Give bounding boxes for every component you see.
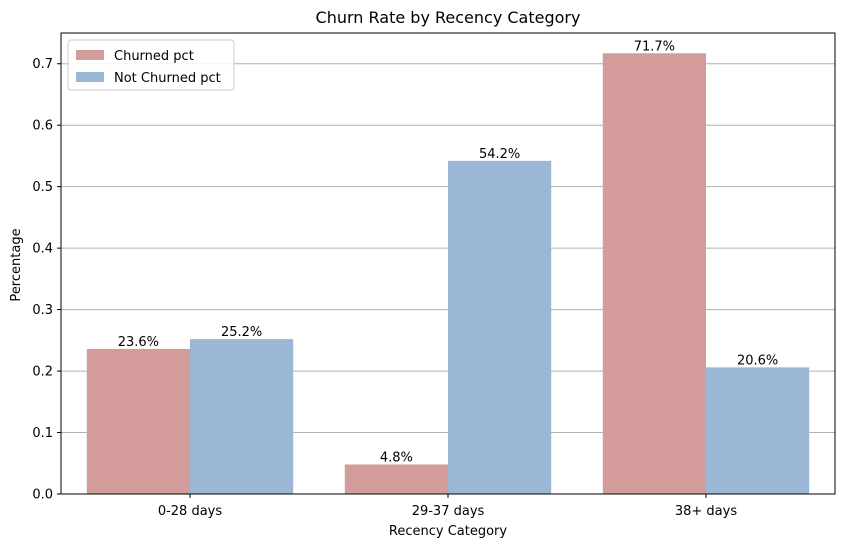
y-tick-label: 0.0 <box>32 488 53 503</box>
bar <box>448 160 552 495</box>
data-label: 71.7% <box>634 39 675 54</box>
x-tick-label: 38+ days <box>675 504 737 519</box>
legend: Churned pct Not Churned pct <box>67 39 235 91</box>
axis-layer: 0.0 0.1 0.2 0.3 0.4 0.5 0.6 0.7 0-28 days 29-37 d… <box>32 32 836 519</box>
data-label: 25.2% <box>221 325 262 340</box>
y-tick-label: 0.7 <box>32 57 53 72</box>
legend-label: Not Churned pct <box>114 71 221 86</box>
bar <box>344 464 448 494</box>
y-tick-label: 0.4 <box>32 242 53 257</box>
chart-title: Churn Rate by Recency Category <box>316 8 581 27</box>
bar-layer <box>86 53 810 495</box>
y-tick-label: 0.1 <box>32 426 53 441</box>
bar <box>602 53 706 495</box>
plot-frame <box>60 32 836 495</box>
label-layer: 23.6% 25.2% 4.8% 54.2% 71.7% 20.6% <box>118 39 779 465</box>
y-tick-label: 0.2 <box>32 365 53 380</box>
y-axis-label: Percentage <box>9 228 24 301</box>
data-label: 20.6% <box>737 353 778 368</box>
legend-label: Churned pct <box>114 49 194 64</box>
bar <box>706 367 810 494</box>
x-axis-label: Recency Category <box>389 524 507 539</box>
legend-box <box>67 39 235 91</box>
data-label: 23.6% <box>118 335 159 350</box>
y-tick-label: 0.5 <box>32 180 53 195</box>
data-label: 4.8% <box>380 450 413 465</box>
bar <box>190 339 294 494</box>
legend-swatch <box>76 72 104 82</box>
x-tick-label: 29-37 days <box>412 504 485 519</box>
bar <box>86 348 190 494</box>
legend-swatch <box>76 50 104 60</box>
y-tick-label: 0.3 <box>32 303 53 318</box>
y-tick-label: 0.6 <box>32 119 53 134</box>
x-tick-label: 0-28 days <box>158 504 223 519</box>
data-label: 54.2% <box>479 147 520 162</box>
